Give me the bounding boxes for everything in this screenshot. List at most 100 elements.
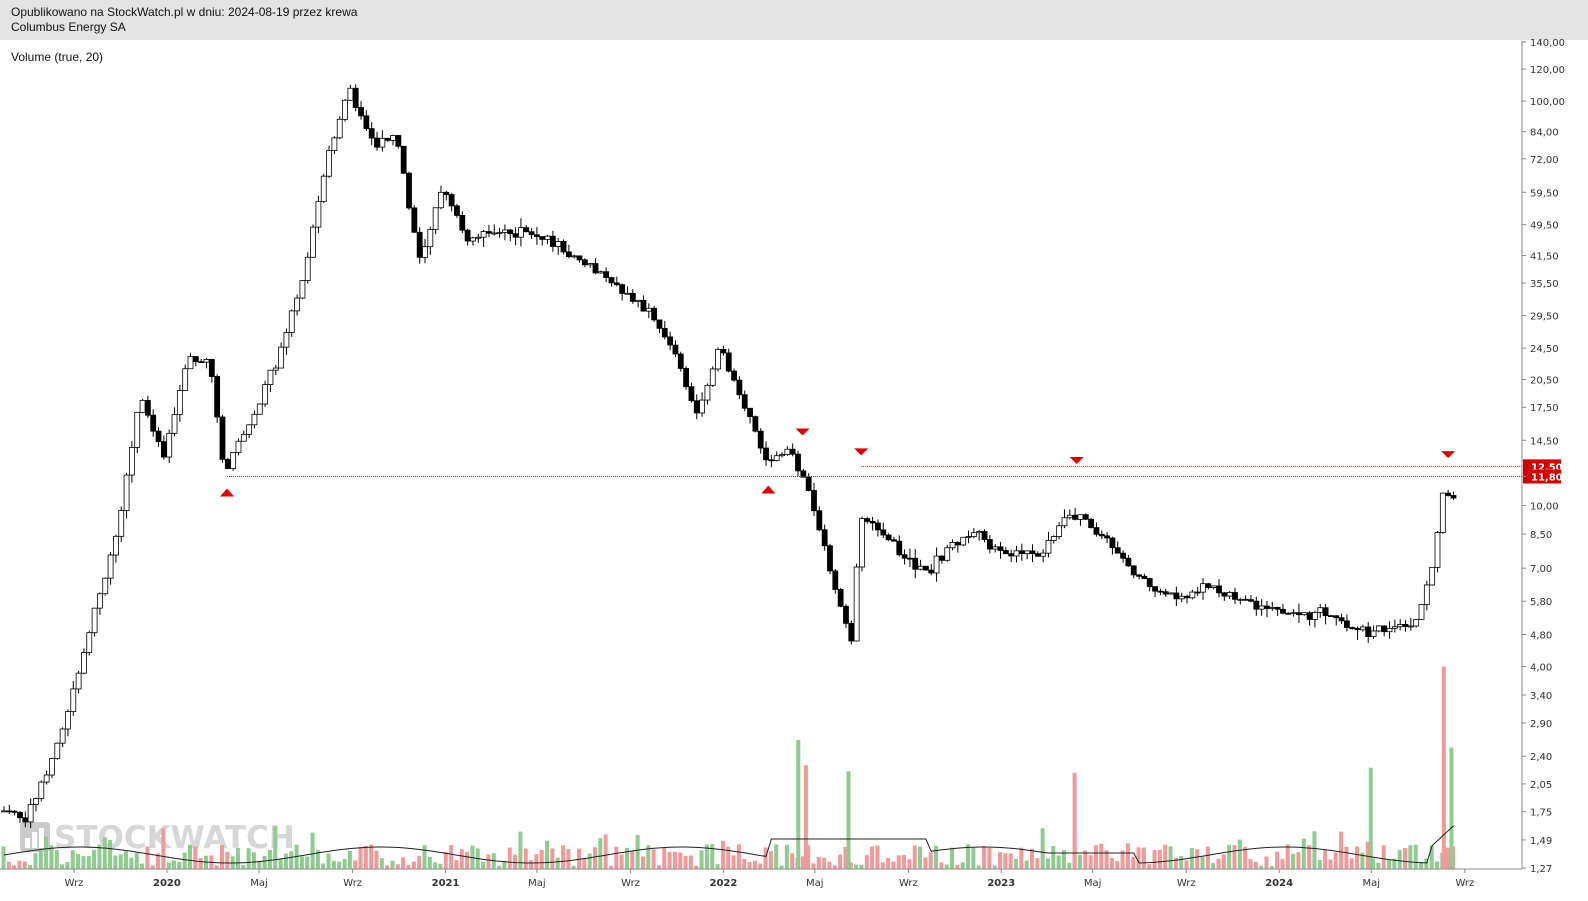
candle-body xyxy=(683,368,690,388)
candle-body xyxy=(22,817,29,823)
candle-body xyxy=(859,518,865,568)
volume-bar xyxy=(113,855,118,869)
volume-spike-bar xyxy=(1072,772,1077,869)
candle-body xyxy=(635,299,642,302)
time-tick-label: 2021 xyxy=(432,878,460,889)
volume-bar xyxy=(566,849,571,869)
candle-body xyxy=(629,292,636,302)
candle-body xyxy=(1365,626,1372,637)
volume-bar xyxy=(417,856,422,869)
volume-bar xyxy=(651,849,656,869)
candle-body xyxy=(1029,550,1036,555)
volume-bar xyxy=(321,863,326,869)
volume-bar xyxy=(1024,860,1029,869)
volume-bar xyxy=(76,854,81,869)
candle-body xyxy=(416,231,423,258)
published-info: Opublikowano na StockWatch.pl w dniu: 20… xyxy=(11,5,358,19)
volume-bar xyxy=(1131,856,1136,869)
volume-bar xyxy=(960,862,965,869)
volume-bar xyxy=(38,850,43,869)
volume-bar xyxy=(1419,862,1424,869)
volume-bar xyxy=(1045,858,1050,869)
candle-body xyxy=(1258,605,1265,610)
candle-body xyxy=(912,557,919,570)
candle-body xyxy=(11,810,18,813)
volume-bar xyxy=(1387,860,1392,869)
volume-bar xyxy=(1376,862,1381,869)
candle-body xyxy=(283,332,290,348)
candle-body xyxy=(933,555,940,574)
candle-body xyxy=(411,207,418,233)
candle-body xyxy=(954,542,961,546)
price-tick-label: 35,50 xyxy=(1530,279,1559,290)
candle-body xyxy=(1450,495,1457,499)
candle-body xyxy=(1359,626,1366,631)
candle-body xyxy=(400,145,407,174)
volume-moving-average xyxy=(3,825,1454,864)
candle-body xyxy=(1072,514,1079,520)
volume-bar xyxy=(1301,838,1306,869)
candle-body xyxy=(1306,612,1313,620)
volume-bar xyxy=(811,863,816,869)
candle-body xyxy=(123,474,130,511)
volume-spike-bar xyxy=(803,765,808,869)
candle-body xyxy=(1338,617,1345,622)
candle-body xyxy=(672,344,679,355)
candle-body xyxy=(480,231,487,238)
time-tick-label: Wrz xyxy=(621,878,640,889)
volume-bar xyxy=(752,860,757,869)
volume-bar xyxy=(763,847,768,869)
price-tick-label: 14,50 xyxy=(1530,436,1559,447)
candle-body xyxy=(741,394,748,409)
volume-bar xyxy=(534,854,539,869)
candle-body xyxy=(1157,590,1164,593)
volume-bar xyxy=(172,860,177,869)
volume-spike-bar xyxy=(796,739,801,869)
volume-bar xyxy=(289,851,294,869)
volume-bar xyxy=(262,855,267,869)
candlesticks xyxy=(1,84,1457,829)
volume-bar xyxy=(454,860,459,869)
candle-body xyxy=(331,137,338,152)
volume-bar xyxy=(44,836,49,869)
volume-bar xyxy=(1003,853,1008,869)
candle-body xyxy=(320,175,327,202)
sell-signal-marker xyxy=(854,448,869,456)
volume-bar xyxy=(1040,828,1045,869)
volume-bar xyxy=(1163,844,1168,869)
candle-body xyxy=(395,135,402,147)
volume-bar xyxy=(358,847,363,869)
candle-body xyxy=(757,430,764,449)
price-tick-label: 3,40 xyxy=(1530,691,1552,702)
candle-body xyxy=(917,565,924,570)
volume-bar xyxy=(971,847,976,869)
candle-body xyxy=(789,448,796,455)
candle-body xyxy=(523,227,530,233)
price-tick-label: 1,49 xyxy=(1530,836,1552,847)
price-tick-label: 29,50 xyxy=(1530,312,1559,323)
candle-body xyxy=(555,241,562,247)
volume-bar xyxy=(219,844,224,869)
candle-body xyxy=(113,535,119,556)
volume-bar xyxy=(1317,860,1322,869)
volume-bar xyxy=(619,854,624,869)
candle-body xyxy=(1407,625,1414,628)
candle-body xyxy=(262,384,269,405)
volume-bar xyxy=(1,846,6,869)
candle-body xyxy=(619,284,626,294)
candle-body xyxy=(1375,625,1382,632)
volume-bar xyxy=(12,865,17,869)
candle-body xyxy=(491,232,498,235)
candle-body xyxy=(1253,600,1260,610)
candle-body xyxy=(981,531,988,540)
volume-bar xyxy=(1109,858,1114,869)
volume-bar xyxy=(758,863,763,869)
volume-bar xyxy=(784,844,789,869)
candle-body xyxy=(768,459,775,462)
volume-bar xyxy=(145,846,150,869)
candle-body xyxy=(1296,612,1302,616)
volume-bar xyxy=(1253,861,1258,869)
volume-bar xyxy=(459,849,464,869)
volume-bar xyxy=(1051,846,1056,869)
candle-body xyxy=(134,411,141,448)
